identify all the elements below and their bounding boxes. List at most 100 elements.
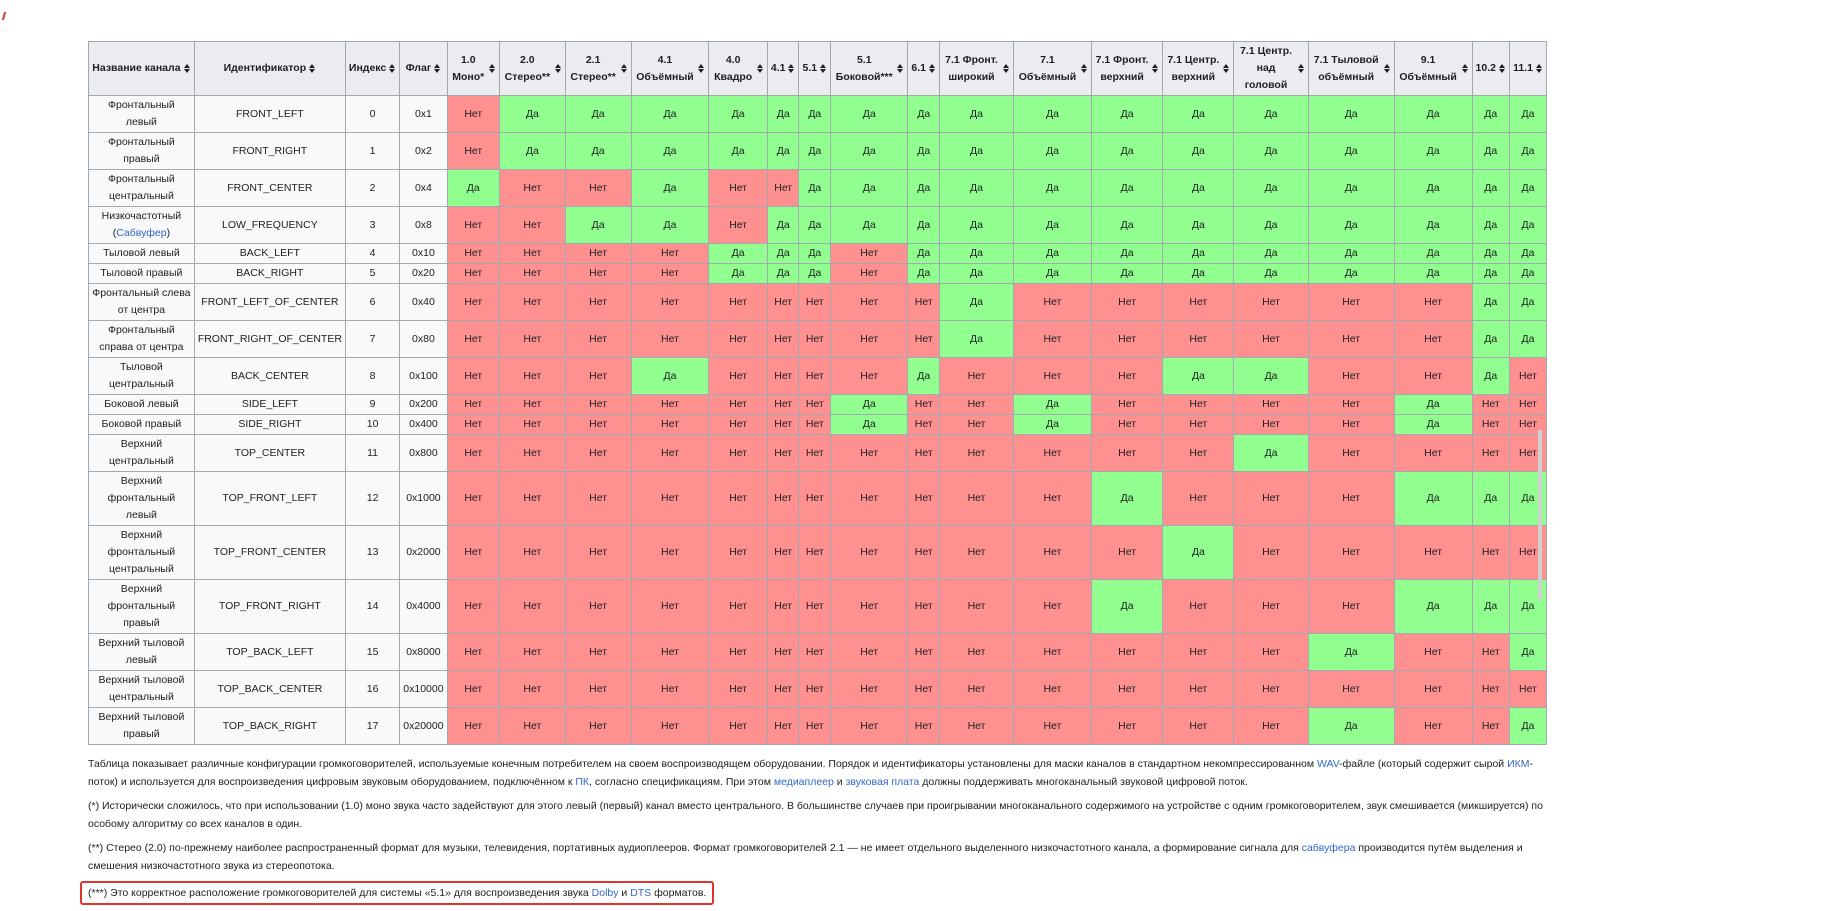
support-cell: Да <box>1090 471 1164 526</box>
identifier-cell: SIDE_RIGHT <box>193 414 346 435</box>
support-cell-text: Нет <box>729 295 748 308</box>
sort-up-down-icon[interactable] <box>1498 64 1506 73</box>
sort-up-down-icon[interactable] <box>820 64 827 73</box>
support-cell: Нет <box>708 633 768 671</box>
support-cell-text: Нет <box>1043 295 1062 308</box>
sort-up-down-icon[interactable] <box>554 64 562 73</box>
column-header[interactable]: 11.1 <box>1508 41 1548 96</box>
column-header[interactable]: Название канала <box>88 41 195 96</box>
column-header[interactable]: 5.1 Боковой*** <box>830 41 909 96</box>
sort-up-down-icon[interactable] <box>1152 64 1159 73</box>
support-cell-text: Нет <box>774 645 793 658</box>
column-header[interactable]: 7.1 Тыловой объёмный <box>1307 41 1395 96</box>
sort-up-down-icon[interactable] <box>1297 64 1305 73</box>
sort-up-down-icon[interactable] <box>309 64 316 73</box>
support-cell-text: Нет <box>1424 682 1443 695</box>
support-cell: Нет <box>1162 414 1235 435</box>
support-cell-text: Да <box>917 369 931 382</box>
support-cell-text: Нет <box>1043 719 1062 732</box>
support-cell-text: Нет <box>661 492 679 504</box>
sort-up-down-icon[interactable] <box>698 64 705 73</box>
sort-up-down-icon[interactable] <box>488 64 496 73</box>
support-cell-text: Нет <box>589 332 608 345</box>
column-header[interactable]: 7.1 Объёмный <box>1013 41 1092 96</box>
column-header-content: 4.1 <box>771 60 796 77</box>
sort-up-down-icon[interactable] <box>183 64 191 73</box>
sort-up-down-icon[interactable] <box>1461 64 1469 73</box>
footnote-link[interactable]: ПК <box>575 776 590 788</box>
support-cell-text: Нет <box>464 645 483 658</box>
support-cell-text: Нет <box>729 682 748 695</box>
footnote-link[interactable]: сабвуфера <box>1301 842 1356 854</box>
column-header[interactable]: 2.1 Стерео** <box>564 41 632 96</box>
sort-up-down-icon[interactable] <box>1080 64 1088 73</box>
column-header[interactable]: 7.1 Центр. верхний <box>1162 41 1235 96</box>
sort-up-down-icon[interactable] <box>620 64 628 73</box>
support-cell-text: Да <box>1521 144 1535 157</box>
support-cell: Нет <box>564 394 632 415</box>
column-header[interactable]: 7.1 Центр. над головой <box>1233 41 1309 96</box>
column-header-label: 11.1 <box>1513 62 1533 74</box>
support-cell-text: Нет <box>523 418 542 430</box>
column-header[interactable]: 4.1 Объёмный <box>630 41 710 96</box>
support-cell-text: Нет <box>914 546 933 558</box>
column-header[interactable]: 5.1 <box>798 41 832 96</box>
column-header[interactable]: 4.0 Квадро <box>708 41 768 96</box>
sort-up-down-icon[interactable] <box>1003 64 1010 73</box>
support-cell-text: Нет <box>1424 719 1443 732</box>
support-cell: Да <box>766 132 800 170</box>
sort-up-down-icon[interactable] <box>929 64 936 73</box>
support-cell-text: Нет <box>1424 546 1443 558</box>
support-cell-text: Нет <box>1424 369 1443 382</box>
support-cell: Да <box>1233 95 1309 133</box>
column-header[interactable]: 6.1 <box>907 41 941 96</box>
sort-up-down-icon[interactable] <box>788 64 795 73</box>
column-header[interactable]: Флаг <box>399 41 448 96</box>
support-cell: Нет <box>766 633 800 671</box>
support-cell-text: Да <box>862 418 876 430</box>
support-cell-text: Да <box>1521 645 1535 658</box>
support-cell: Да <box>1508 169 1548 207</box>
channel-name-cell-text: Верхний фронтальный центральный <box>107 529 176 575</box>
support-cell-text: Нет <box>1118 295 1137 308</box>
scrollbar[interactable] <box>1538 430 1542 600</box>
support-cell-text: Да <box>970 181 983 194</box>
sort-up-down-icon[interactable] <box>1383 64 1391 73</box>
footnote-link[interactable]: медиаплеер <box>773 776 834 788</box>
column-header[interactable]: 4.1 <box>766 41 800 96</box>
sort-up-down-icon[interactable] <box>389 64 396 73</box>
channel-name-cell-text: Верхний центральный <box>108 438 174 467</box>
footnote-link[interactable]: Dolby <box>591 887 619 899</box>
footnote-text: , согласно спецификациям. При этом <box>589 776 774 788</box>
support-cell-text: Да <box>1484 492 1498 504</box>
sort-up-down-icon[interactable] <box>756 64 764 73</box>
support-cell: Нет <box>1393 283 1473 321</box>
sort-up-down-icon[interactable] <box>1223 64 1230 73</box>
column-header[interactable]: 7.1 Фронт. верхний <box>1090 41 1164 96</box>
column-header[interactable]: 1.0 Моно* <box>446 41 500 96</box>
footnote-link[interactable]: звуковая плата <box>845 776 920 788</box>
support-cell: Нет <box>1013 670 1092 708</box>
support-cell-text: Нет <box>1262 645 1280 658</box>
column-header[interactable]: 2.0 Стерео** <box>498 41 566 96</box>
support-cell: Нет <box>708 471 768 526</box>
support-cell-text: Нет <box>729 719 748 732</box>
sort-up-down-icon[interactable] <box>897 64 904 73</box>
column-header[interactable]: 7.1 Фронт. широкий <box>939 41 1014 96</box>
index-cell: 16 <box>344 670 401 708</box>
sort-up-down-icon[interactable] <box>1535 64 1543 73</box>
footnote-link[interactable]: WAV <box>1317 758 1340 770</box>
footnote-link[interactable]: ИКМ <box>1507 758 1530 770</box>
column-header[interactable]: 10.2 <box>1471 41 1510 96</box>
support-cell-text: Да <box>1264 144 1278 157</box>
column-header[interactable]: Индекс <box>344 41 401 96</box>
sort-up-down-icon[interactable] <box>434 64 441 73</box>
column-header[interactable]: 9.1 Объёмный <box>1393 41 1473 96</box>
support-cell: Да <box>1393 414 1473 435</box>
footnote-link[interactable]: DTS <box>630 887 652 899</box>
support-cell-text: Нет <box>464 682 483 695</box>
subwoofer-link[interactable]: Сабвуфер <box>116 227 167 239</box>
support-cell: Да <box>1090 579 1164 634</box>
support-cell: Да <box>939 95 1014 133</box>
column-header[interactable]: Идентификатор <box>193 41 346 96</box>
